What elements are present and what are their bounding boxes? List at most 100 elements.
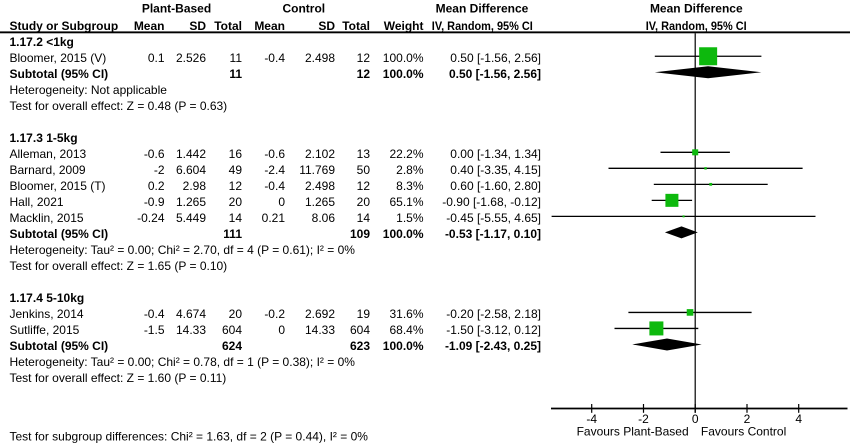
svg-text:-0.2: -0.2 xyxy=(264,307,285,321)
svg-text:11: 11 xyxy=(230,51,243,65)
svg-text:0.2: 0.2 xyxy=(148,179,165,193)
svg-text:8.3%: 8.3% xyxy=(396,179,424,193)
svg-text:Bloomer, 2015 (V): Bloomer, 2015 (V) xyxy=(10,51,107,65)
svg-text:-0.4: -0.4 xyxy=(144,307,165,321)
svg-text:Study or Subgroup: Study or Subgroup xyxy=(10,19,119,33)
svg-text:2.98: 2.98 xyxy=(183,179,207,193)
svg-text:1.442: 1.442 xyxy=(176,147,206,161)
svg-text:-0.6: -0.6 xyxy=(264,147,285,161)
svg-text:Alleman, 2013: Alleman, 2013 xyxy=(10,147,87,161)
svg-text:14: 14 xyxy=(229,211,243,225)
svg-text:5.449: 5.449 xyxy=(176,211,206,225)
svg-text:Subtotal (95% CI): Subtotal (95% CI) xyxy=(10,339,109,353)
svg-text:Mean Difference: Mean Difference xyxy=(436,2,529,16)
svg-text:Macklin, 2015: Macklin, 2015 xyxy=(10,211,84,225)
svg-text:0: 0 xyxy=(278,195,285,209)
svg-text:100.0%: 100.0% xyxy=(383,51,424,65)
svg-text:0: 0 xyxy=(278,323,285,337)
svg-text:Test for overall effect: Z = 0: Test for overall effect: Z = 0.48 (P = 0… xyxy=(10,99,228,113)
svg-text:22.2%: 22.2% xyxy=(389,147,423,161)
svg-text:SD: SD xyxy=(189,19,206,33)
svg-text:4.674: 4.674 xyxy=(176,307,206,321)
svg-text:604: 604 xyxy=(350,323,370,337)
svg-text:2.8%: 2.8% xyxy=(396,163,424,177)
svg-text:1.17.2 <1kg: 1.17.2 <1kg xyxy=(10,35,74,49)
svg-text:0.00 [-1.34, 1.34]: 0.00 [-1.34, 1.34] xyxy=(450,147,541,161)
svg-text:IV, Random, 95% CI: IV, Random, 95% CI xyxy=(432,19,533,33)
svg-text:8.06: 8.06 xyxy=(312,211,336,225)
svg-text:Mean: Mean xyxy=(134,19,165,33)
svg-text:1.265: 1.265 xyxy=(176,195,206,209)
svg-text:Control: Control xyxy=(282,2,325,16)
svg-text:Heterogeneity: Not applicable: Heterogeneity: Not applicable xyxy=(10,83,168,97)
svg-text:Hall, 2021: Hall, 2021 xyxy=(10,195,64,209)
svg-text:0.21: 0.21 xyxy=(262,211,286,225)
svg-text:14.33: 14.33 xyxy=(176,323,206,337)
svg-text:Subtotal (95% CI): Subtotal (95% CI) xyxy=(10,67,109,81)
svg-text:-2.4: -2.4 xyxy=(264,163,285,177)
svg-text:16: 16 xyxy=(229,147,243,161)
svg-text:1.17.4 5-10kg: 1.17.4 5-10kg xyxy=(10,291,85,305)
svg-text:624: 624 xyxy=(222,339,242,353)
svg-text:Test for overall effect: Z = 1: Test for overall effect: Z = 1.65 (P = 0… xyxy=(10,259,228,273)
svg-text:1.17.3 1-5kg: 1.17.3 1-5kg xyxy=(10,131,78,145)
svg-text:604: 604 xyxy=(222,323,242,337)
svg-text:-0.9: -0.9 xyxy=(144,195,165,209)
svg-text:4: 4 xyxy=(795,412,802,426)
svg-text:12: 12 xyxy=(229,179,243,193)
svg-text:2.692: 2.692 xyxy=(305,307,335,321)
svg-text:6.604: 6.604 xyxy=(176,163,206,177)
svg-text:Total: Total xyxy=(342,19,370,33)
svg-text:-0.45 [-5.55, 4.65]: -0.45 [-5.55, 4.65] xyxy=(446,211,541,225)
svg-text:20: 20 xyxy=(229,307,243,321)
svg-text:-0.4: -0.4 xyxy=(264,179,285,193)
svg-text:Test for subgroup differences:: Test for subgroup differences: Chi² = 1.… xyxy=(10,430,369,444)
svg-text:2.102: 2.102 xyxy=(305,147,335,161)
svg-text:11: 11 xyxy=(229,67,242,81)
svg-text:-1.09 [-2.43, 0.25]: -1.09 [-2.43, 0.25] xyxy=(445,339,541,353)
svg-text:68.4%: 68.4% xyxy=(389,323,423,337)
svg-text:50: 50 xyxy=(357,163,371,177)
svg-text:623: 623 xyxy=(350,339,370,353)
svg-text:12: 12 xyxy=(357,51,371,65)
svg-text:IV, Random, 95% CI: IV, Random, 95% CI xyxy=(646,19,747,33)
svg-text:100.0%: 100.0% xyxy=(383,339,424,353)
svg-text:Heterogeneity: Tau² = 0.00; Ch: Heterogeneity: Tau² = 0.00; Chi² = 2.70,… xyxy=(10,243,356,257)
svg-text:111: 111 xyxy=(223,227,242,241)
svg-text:2: 2 xyxy=(744,412,751,426)
svg-text:65.1%: 65.1% xyxy=(389,195,423,209)
svg-text:14.33: 14.33 xyxy=(305,323,335,337)
svg-text:0.40 [-3.35, 4.15]: 0.40 [-3.35, 4.15] xyxy=(450,163,541,177)
svg-text:0.60 [-1.60, 2.80]: 0.60 [-1.60, 2.80] xyxy=(450,179,541,193)
svg-text:100.0%: 100.0% xyxy=(383,67,424,81)
svg-text:12: 12 xyxy=(357,67,371,81)
svg-text:14: 14 xyxy=(357,211,371,225)
svg-text:Weight: Weight xyxy=(384,19,424,33)
svg-text:0.50 [-1.56, 2.56]: 0.50 [-1.56, 2.56] xyxy=(449,67,541,81)
svg-text:1.5%: 1.5% xyxy=(396,211,424,225)
svg-text:Heterogeneity: Tau² = 0.00; Ch: Heterogeneity: Tau² = 0.00; Chi² = 0.78,… xyxy=(10,355,356,369)
svg-text:2.526: 2.526 xyxy=(176,51,206,65)
svg-text:Total: Total xyxy=(214,19,242,33)
svg-text:Plant-Based: Plant-Based xyxy=(142,2,211,16)
svg-text:11.769: 11.769 xyxy=(299,163,335,177)
svg-text:Favours Control: Favours Control xyxy=(701,424,786,438)
svg-text:Bloomer, 2015 (T): Bloomer, 2015 (T) xyxy=(10,179,106,193)
svg-text:109: 109 xyxy=(350,227,370,241)
svg-text:Subtotal (95% CI): Subtotal (95% CI) xyxy=(10,227,109,241)
svg-text:Test for overall effect: Z = 1: Test for overall effect: Z = 1.60 (P = 0… xyxy=(10,371,227,385)
svg-text:1.265: 1.265 xyxy=(305,195,335,209)
svg-text:49: 49 xyxy=(229,163,243,177)
svg-text:0: 0 xyxy=(692,412,699,426)
svg-text:Mean Difference: Mean Difference xyxy=(650,2,743,16)
svg-text:-0.20 [-2.58, 2.18]: -0.20 [-2.58, 2.18] xyxy=(446,307,541,321)
svg-text:100.0%: 100.0% xyxy=(383,227,424,241)
svg-text:-2: -2 xyxy=(154,163,165,177)
svg-text:Barnard, 2009: Barnard, 2009 xyxy=(10,163,86,177)
svg-text:-1.5: -1.5 xyxy=(144,323,165,337)
svg-text:2.498: 2.498 xyxy=(305,179,335,193)
svg-text:-0.6: -0.6 xyxy=(144,147,165,161)
svg-text:2.498: 2.498 xyxy=(305,51,335,65)
svg-text:-0.24: -0.24 xyxy=(137,211,165,225)
svg-text:13: 13 xyxy=(357,147,371,161)
